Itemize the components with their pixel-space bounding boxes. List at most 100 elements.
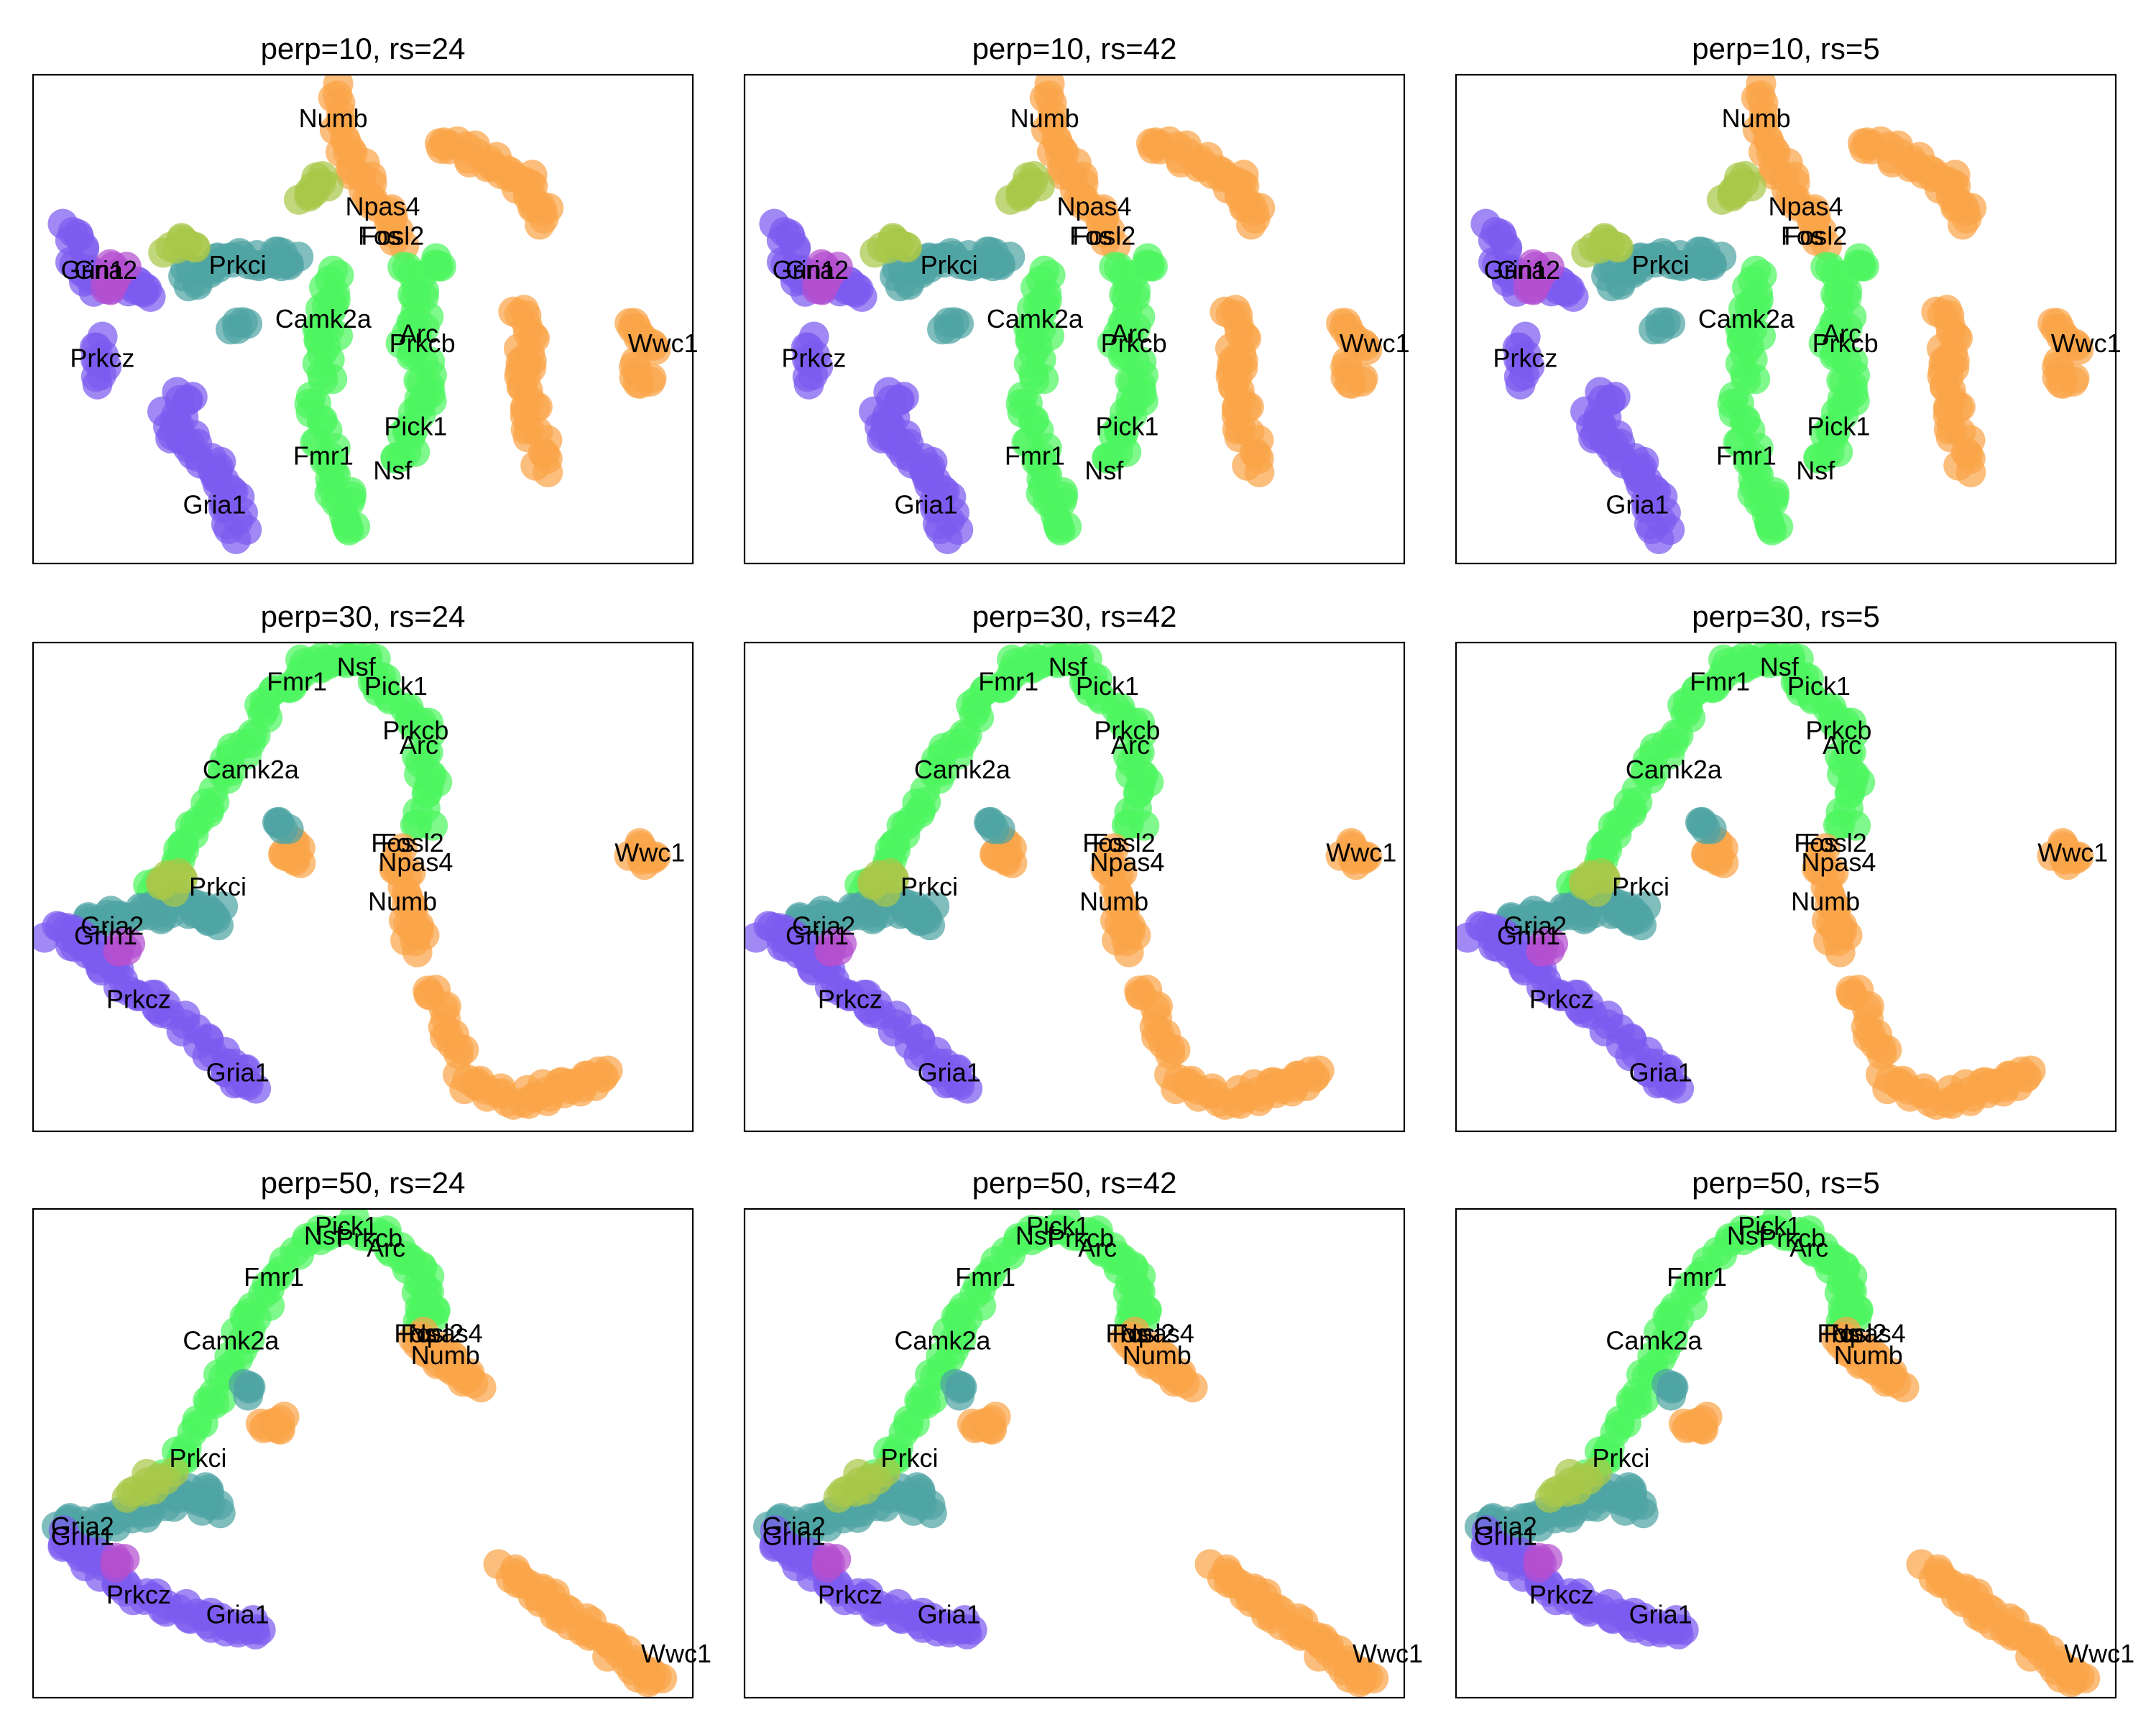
gene-label: Prkci xyxy=(921,250,978,280)
gene-label: Pick1 xyxy=(384,412,447,441)
plot-frame xyxy=(32,73,694,565)
data-point xyxy=(132,274,162,305)
gene-label: Fosl2 xyxy=(1804,828,1867,857)
gene-label: Wwc1 xyxy=(1326,837,1396,867)
plot-frame xyxy=(32,1208,694,1699)
data-point xyxy=(533,457,563,487)
gene-label: Npas4 xyxy=(345,192,420,221)
plot-frame xyxy=(32,641,694,1133)
scatter-points xyxy=(41,1209,678,1698)
gene-label: Fos xyxy=(1817,1318,1860,1348)
data-point xyxy=(1948,209,1978,240)
gene-label: Fos xyxy=(371,828,414,857)
data-point xyxy=(193,906,224,937)
scatter-points xyxy=(1456,643,2094,1120)
gene-label: Pick1 xyxy=(1738,1211,1801,1241)
scatter-points xyxy=(47,75,671,554)
gene-label: Grin1 xyxy=(51,1522,114,1551)
data-point xyxy=(221,524,252,554)
gene-label: Prkci xyxy=(881,1443,939,1473)
data-point xyxy=(1244,457,1275,487)
gene-label: Camk2a xyxy=(1626,755,1723,784)
gene-label: Gria2 xyxy=(763,1512,826,1541)
gene-label: Nsf xyxy=(304,1220,344,1250)
data-point xyxy=(890,231,921,262)
data-point xyxy=(273,814,304,845)
gene-label: Gria2 xyxy=(1503,911,1567,940)
gene-label: Fmr1 xyxy=(1005,441,1065,470)
gene-label: Fmr1 xyxy=(978,666,1038,696)
data-point xyxy=(1133,250,1164,281)
data-point xyxy=(1668,1614,1699,1645)
gene-label: Prkcb xyxy=(390,328,456,358)
data-point xyxy=(333,515,364,546)
data-point xyxy=(1730,161,1761,191)
data-point xyxy=(1657,1373,1687,1404)
data-point xyxy=(1639,314,1669,345)
gene-label: Nsf xyxy=(337,652,377,681)
gene-label: Fos xyxy=(1781,221,1824,250)
gene-label: Prkcz xyxy=(106,984,171,1013)
gene-label: Camk2a xyxy=(1698,304,1795,334)
gene-label: Camk2a xyxy=(203,755,300,784)
scatter-points xyxy=(1470,75,2094,554)
gene-label: Prkcb xyxy=(336,1223,402,1253)
gene-label: Wwc1 xyxy=(1353,1639,1423,1668)
scatter-points xyxy=(745,643,1383,1120)
gene-label: Prkci xyxy=(209,250,267,280)
gene-label: Prkcz xyxy=(106,1580,171,1609)
data-point xyxy=(843,274,874,305)
gene-label: Fmr1 xyxy=(955,1262,1015,1292)
data-point xyxy=(1236,209,1266,240)
data-point xyxy=(216,314,246,345)
gene-label: Nsf xyxy=(1049,652,1088,681)
gene-label: Fosl2 xyxy=(1072,221,1135,250)
gene-label: Camk2a xyxy=(894,1326,991,1356)
data-point xyxy=(905,906,936,937)
data-point xyxy=(422,250,453,281)
data-point xyxy=(985,814,1015,845)
gene-label: Arc xyxy=(400,730,438,760)
gene-label: Fmr1 xyxy=(267,666,327,696)
data-point xyxy=(1668,1408,1699,1439)
gene-label: Pick1 xyxy=(1787,671,1851,701)
gene-label: Fmr1 xyxy=(293,441,354,470)
gene-label: Prkcb xyxy=(1048,1223,1114,1253)
gene-label: Fosl2 xyxy=(1092,828,1156,857)
gene-label: Nsf xyxy=(373,456,413,485)
data-point xyxy=(647,1663,678,1694)
gene-label: Prkcb xyxy=(1812,328,1879,358)
data-point xyxy=(1538,929,1569,959)
data-point xyxy=(1654,1067,1685,1098)
data-point xyxy=(927,314,957,345)
gene-label: Arc xyxy=(1078,1233,1117,1262)
gene-label: Fos xyxy=(1082,828,1125,857)
gene-label: Numb xyxy=(368,886,437,916)
data-point xyxy=(1825,809,1856,840)
gene-label: Prkci xyxy=(189,872,247,901)
panel-title: perp=50, rs=5 xyxy=(1692,1166,1880,1200)
data-point xyxy=(1113,937,1144,967)
gene-label: Prkci xyxy=(170,1443,227,1473)
gene-label: Numb xyxy=(1722,104,1791,133)
data-point xyxy=(2045,367,2076,398)
gene-label: Gria1 xyxy=(183,489,246,519)
gene-label: Gria1 xyxy=(918,1599,981,1629)
data-point xyxy=(203,1489,234,1520)
data-point xyxy=(870,876,901,907)
gene-label: Arc xyxy=(1789,1233,1828,1262)
gene-label: Npas4 xyxy=(1801,847,1876,877)
gene-label: Arc xyxy=(367,1233,405,1262)
data-point xyxy=(1845,250,1876,281)
gene-label: Camk2a xyxy=(275,304,372,334)
data-point xyxy=(1803,443,1834,474)
data-point xyxy=(587,1062,618,1093)
gene-label: Prkcb xyxy=(1094,715,1160,745)
gene-label: Fmr1 xyxy=(1716,441,1777,470)
gene-label: Pick1 xyxy=(1095,412,1158,441)
gene-label: Camk2a xyxy=(914,755,1011,784)
data-point xyxy=(1616,906,1647,937)
